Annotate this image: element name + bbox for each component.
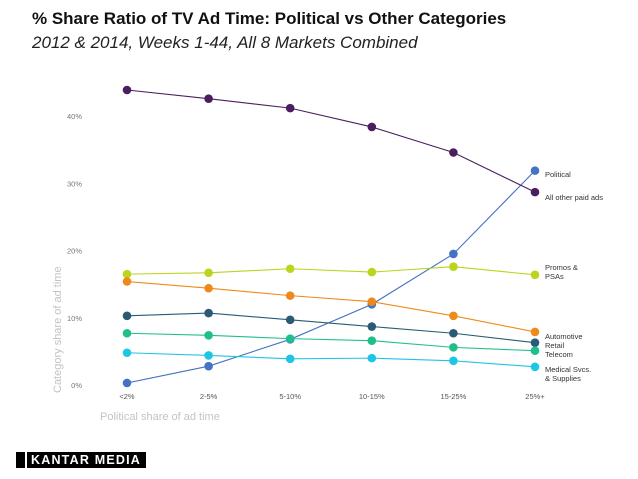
x-tick-label: 15-25% [440, 392, 466, 401]
data-point [449, 148, 458, 157]
x-tick-label: 5-10% [279, 392, 301, 401]
y-tick-label: 0% [71, 381, 82, 390]
data-point [530, 338, 540, 347]
series-line [126, 170, 536, 384]
data-point [367, 122, 377, 132]
data-point [449, 262, 458, 272]
data-point [204, 283, 213, 293]
logo-bar-icon [16, 452, 25, 468]
data-point [122, 311, 132, 321]
x-tick-label: 25%+ [525, 392, 545, 401]
data-point [285, 264, 295, 274]
series-end-label: Automotive [545, 332, 583, 341]
data-point [449, 343, 458, 352]
series-end-label-line: Telecom [545, 350, 573, 359]
y-tick-label: 20% [67, 247, 82, 256]
series-end-label: All other paid ads [545, 193, 603, 202]
series-line [126, 332, 536, 352]
kantar-media-logo: KANTAR MEDIA [16, 452, 146, 468]
series-end-label: Promos & PSAs [545, 263, 578, 281]
series-end-label: Political [545, 170, 571, 179]
data-point [122, 277, 132, 286]
data-point [285, 334, 295, 343]
data-point [204, 268, 213, 278]
data-point [367, 297, 377, 306]
data-point [449, 328, 458, 338]
series-line [126, 312, 536, 344]
data-point [285, 315, 295, 325]
series-end-label-line: Political [545, 170, 571, 179]
data-point [367, 267, 377, 277]
data-point [122, 378, 132, 388]
series-end-label-line: Promos & [545, 263, 578, 272]
data-point [122, 348, 132, 358]
series-end-label: Telecom [545, 350, 573, 359]
data-point [367, 322, 377, 331]
data-point [530, 187, 540, 197]
x-tick-label: <2% [119, 392, 135, 401]
data-point [204, 308, 213, 318]
data-point [204, 351, 213, 360]
data-point [449, 356, 458, 366]
series-end-label-line: & Supplies [545, 374, 581, 383]
series-line [126, 280, 536, 333]
data-point [530, 362, 540, 372]
y-tick-label: 10% [67, 314, 82, 323]
data-point [285, 103, 295, 113]
data-point [449, 249, 458, 259]
y-axis-title: Category share of ad time [52, 266, 64, 393]
data-point [204, 361, 213, 371]
x-axis-title: Political share of ad time [100, 411, 220, 423]
x-tick-label: 2-5% [200, 392, 218, 401]
chart-title: % Share Ratio of TV Ad Time: Political v… [32, 9, 507, 28]
series-line [126, 352, 536, 368]
series-end-label-line: PSAs [545, 272, 564, 281]
x-tick-label: 10-15% [359, 392, 385, 401]
series-end-label-line: All other paid ads [545, 193, 603, 202]
series-end-label: Retail [545, 341, 565, 350]
series-end-label-line: Retail [545, 341, 565, 350]
data-point [285, 354, 295, 364]
data-point [530, 327, 540, 337]
data-point [530, 346, 540, 356]
data-point [530, 270, 540, 280]
series-end-label: Medical Svcs. & Supplies [545, 365, 591, 383]
data-point [285, 291, 295, 300]
data-point [122, 85, 132, 95]
series-end-label-line: Medical Svcs. [545, 365, 591, 374]
y-tick-label: 30% [67, 179, 82, 188]
data-point [204, 330, 213, 340]
series-line [126, 89, 536, 193]
data-point [367, 336, 377, 345]
y-tick-label: 40% [67, 112, 82, 121]
data-point [530, 166, 540, 175]
data-point [122, 328, 132, 338]
logo-text: KANTAR MEDIA [27, 452, 146, 468]
data-point [204, 94, 213, 104]
series-end-label-line: Automotive [545, 332, 583, 341]
series-line [126, 266, 536, 276]
data-point [449, 311, 458, 321]
chart-subtitle: 2012 & 2014, Weeks 1-44, All 8 Markets C… [32, 33, 418, 52]
data-point [367, 353, 377, 363]
data-point [122, 269, 132, 279]
